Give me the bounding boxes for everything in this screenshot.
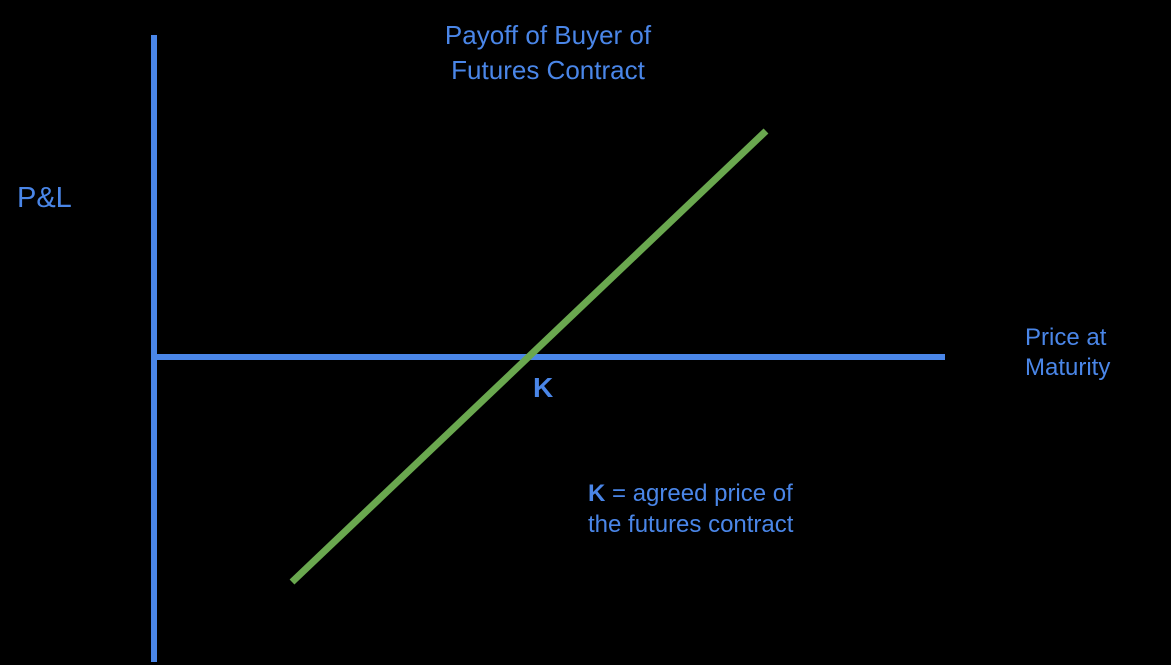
k-annotation: K = agreed price of the futures contract (588, 478, 793, 540)
k-annotation-line1: K = agreed price of (588, 478, 793, 509)
payoff-line (289, 128, 769, 585)
k-annotation-line1-rest: = agreed price of (605, 480, 793, 507)
x-axis-label-line2: Maturity (1025, 354, 1111, 381)
chart-title-line2: Futures Contract (451, 55, 645, 85)
k-marker-label: K (533, 372, 554, 403)
k-annotation-line2: the futures contract (588, 511, 794, 538)
chart-title: Payoff of Buyer of Futures Contract (383, 18, 713, 88)
y-axis-label: P&L (17, 182, 72, 214)
chart-title-line1: Payoff of Buyer of (444, 20, 652, 50)
x-axis-label-line1: Price at (1025, 324, 1107, 351)
k-annotation-bold-k: K (588, 480, 606, 507)
x-axis-label: Price at Maturity (1025, 323, 1110, 383)
